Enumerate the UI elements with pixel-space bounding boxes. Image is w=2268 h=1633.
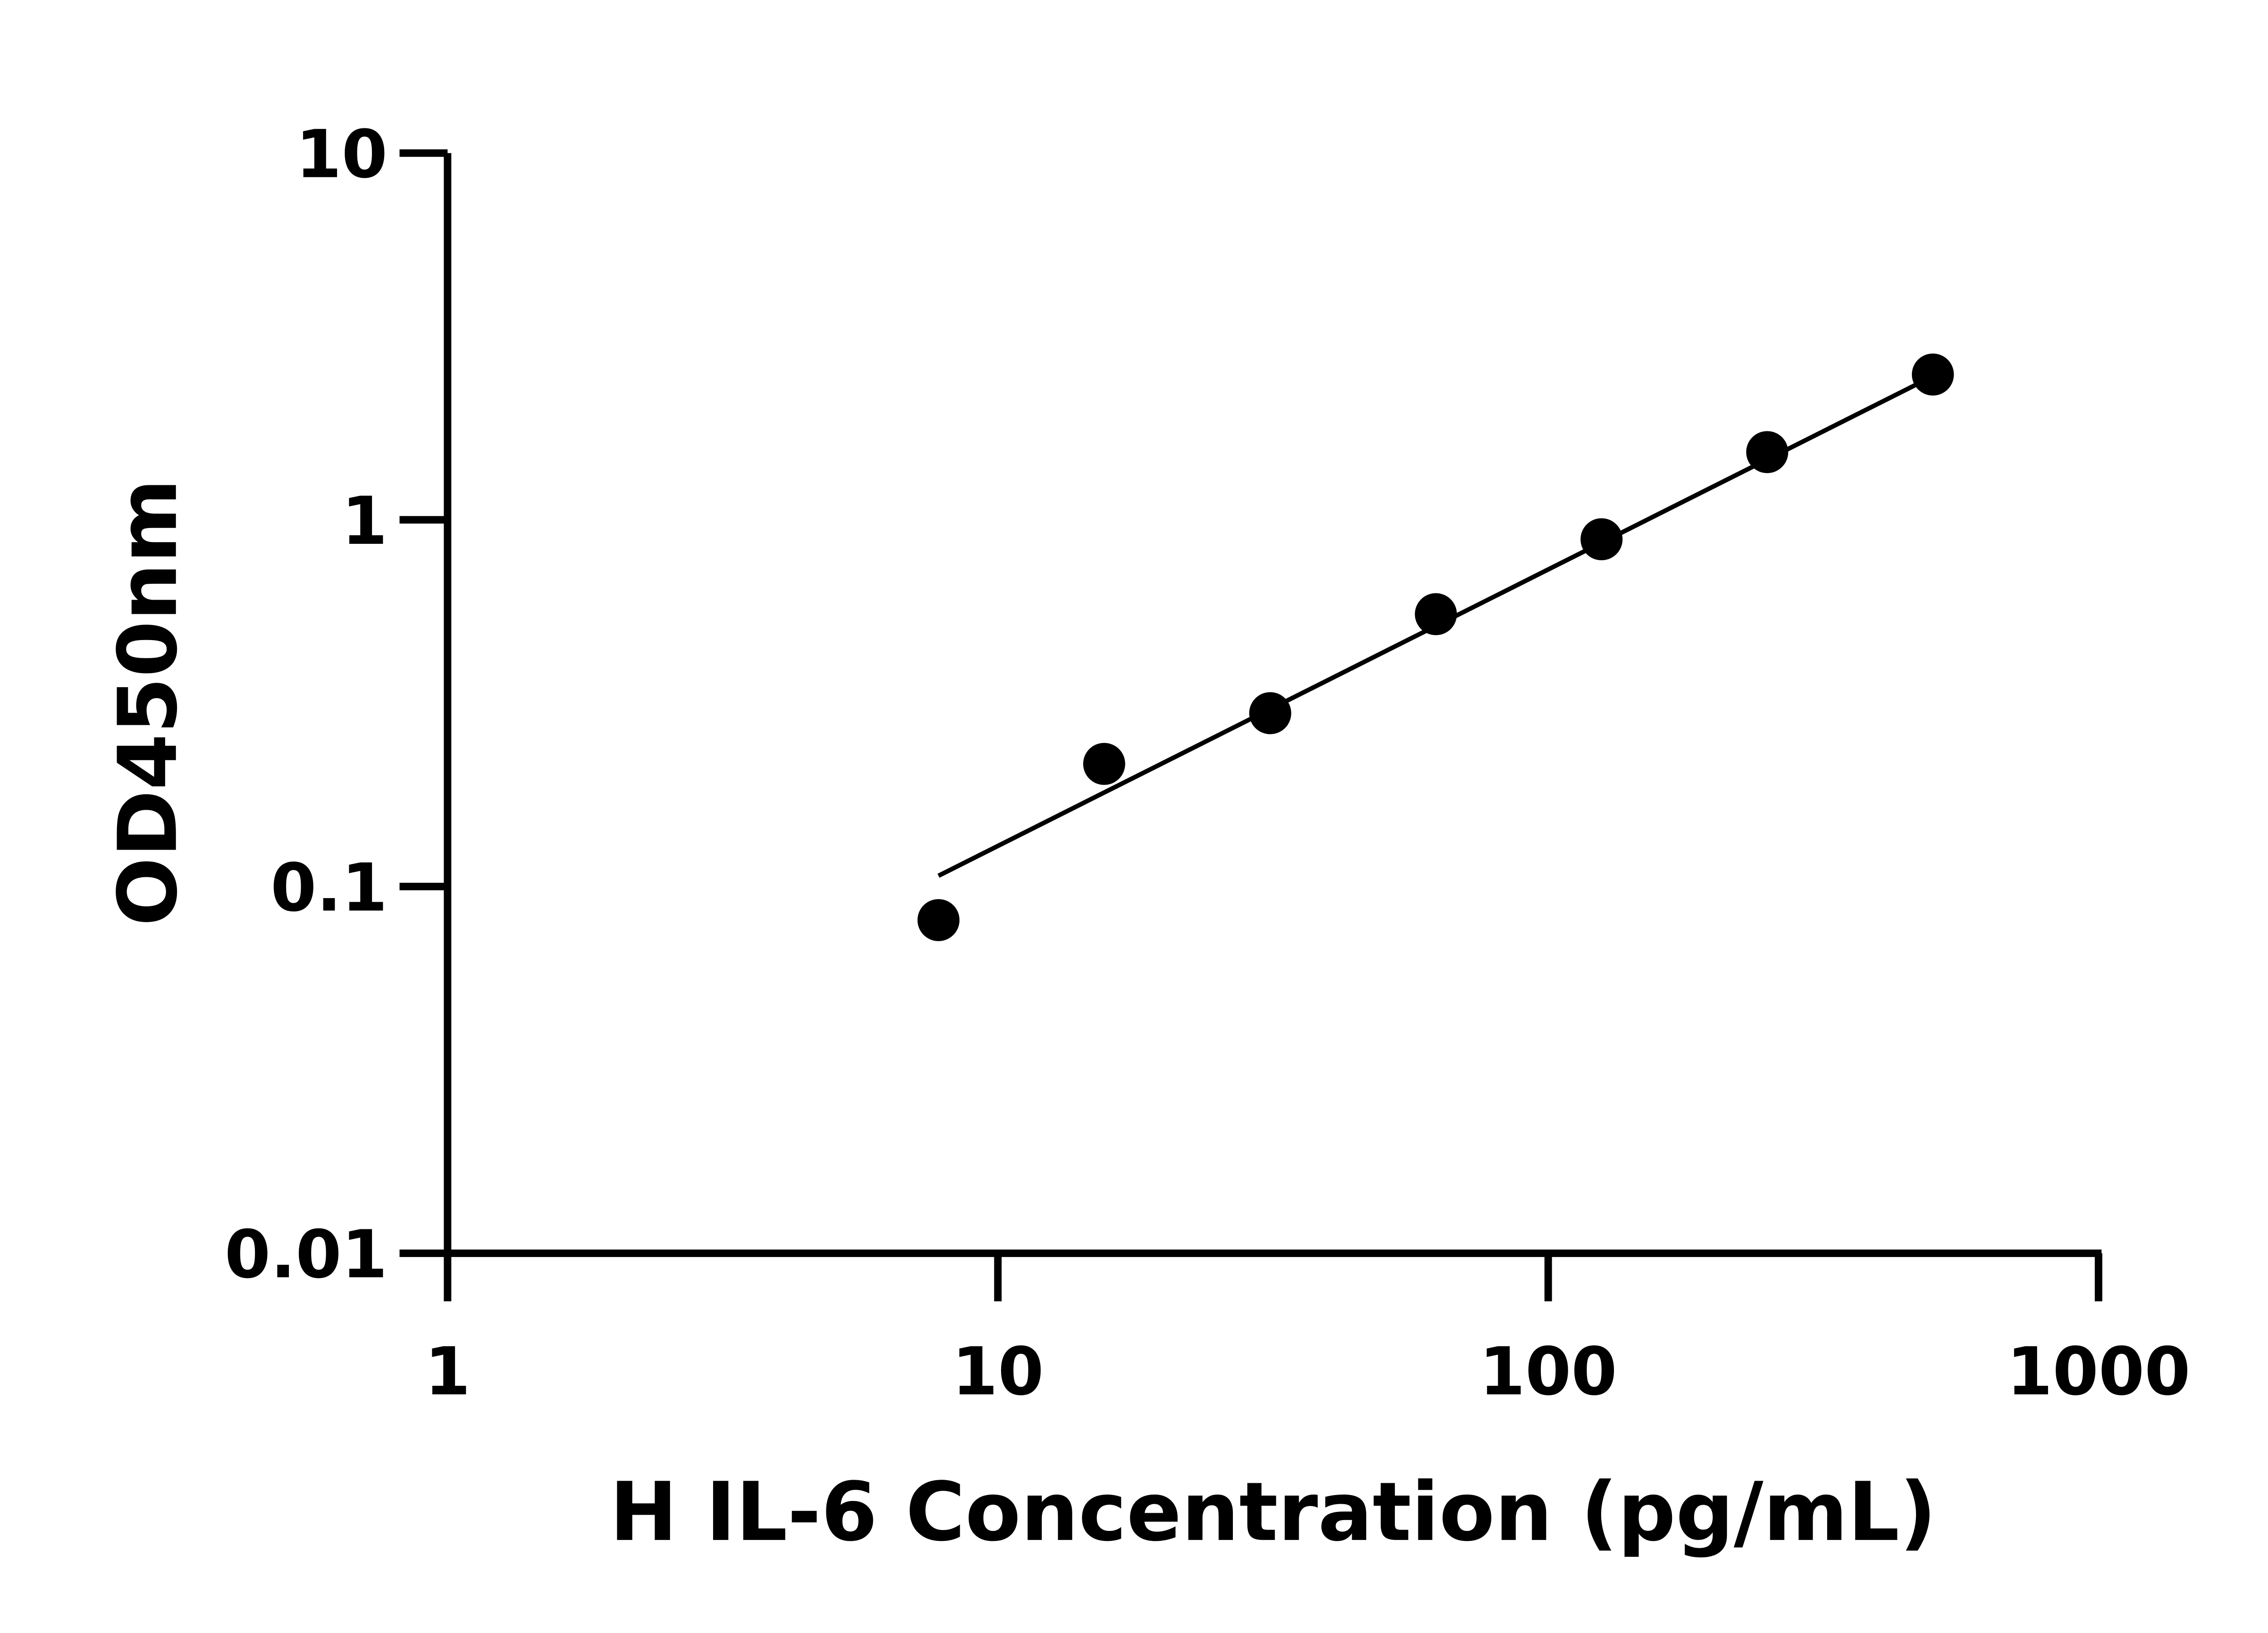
data-point bbox=[917, 899, 960, 941]
x-axis-label: H IL-6 Concentration (pg/mL) bbox=[610, 1465, 1936, 1560]
axes bbox=[444, 153, 2102, 1257]
data-point bbox=[1580, 518, 1623, 561]
y-tick-label: 10 bbox=[296, 116, 388, 193]
data-point bbox=[1415, 593, 1457, 636]
data-point bbox=[1249, 692, 1291, 734]
data-point bbox=[1911, 353, 1954, 396]
x-tick-label: 1000 bbox=[2007, 1334, 2190, 1410]
x-tick-label: 100 bbox=[1479, 1334, 1617, 1410]
data-point bbox=[1746, 431, 1789, 473]
y-axis-label: OD450nm bbox=[101, 479, 196, 926]
data-point bbox=[1083, 743, 1125, 785]
y-tick-label: 1 bbox=[342, 483, 387, 560]
y-tick-label: 0.01 bbox=[225, 1217, 387, 1293]
data-points bbox=[917, 353, 1954, 941]
y-tick-label: 0.1 bbox=[270, 850, 387, 926]
x-tick-label: 1 bbox=[425, 1334, 470, 1410]
ticks: 1 10 100 1000 0.01 0.1 1 10 bbox=[225, 116, 2190, 1410]
x-tick-label: 10 bbox=[952, 1334, 1044, 1410]
